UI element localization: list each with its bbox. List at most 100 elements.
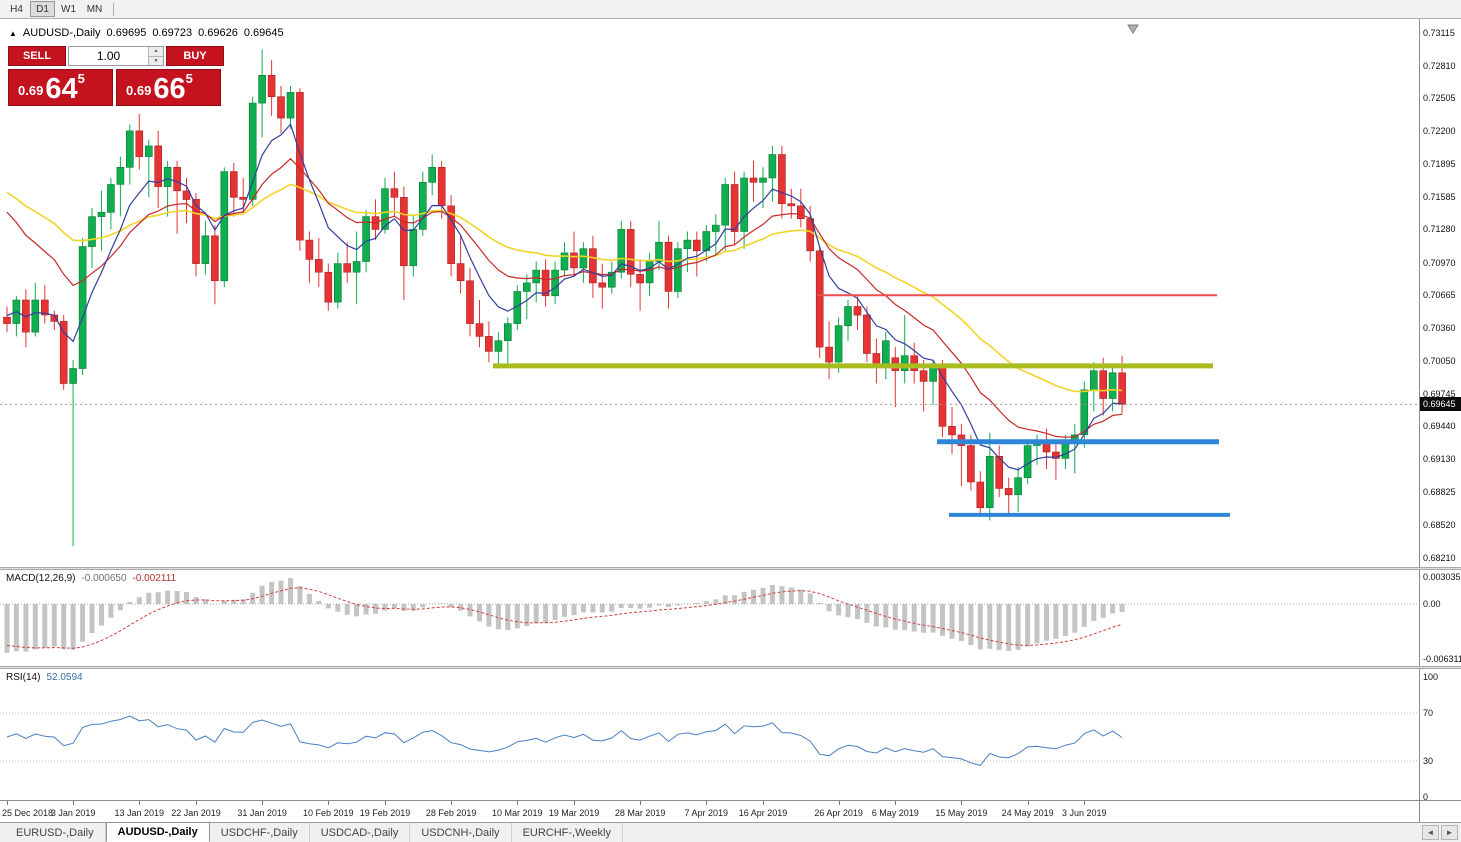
date-axis[interactable]: 25 Dec 2018 3 Jan 2019 13 Jan 2019 22 Jan 2… xyxy=(0,800,1419,822)
rsi-title: RSI(14) 52.0594 xyxy=(6,672,83,683)
buy-price-prefix: 0.69 xyxy=(126,83,152,98)
date-axis-label: 28 Feb 2019 xyxy=(425,808,477,818)
rsi-panel[interactable]: RSI(14) 52.0594 xyxy=(0,669,1419,800)
date-axis-label: 25 Dec 2018 xyxy=(2,808,54,818)
date-tick xyxy=(1027,801,1029,805)
macd-axis-label: 0.00 xyxy=(1423,599,1441,609)
date-tick xyxy=(385,801,386,805)
tab-scroll-left-icon[interactable]: ◄ xyxy=(1422,825,1439,840)
chart-tab-usdchf-daily[interactable]: USDCHF-,Daily xyxy=(210,823,310,842)
sell-button[interactable]: SELL xyxy=(8,46,66,66)
price-axis-label: 0.70970 xyxy=(1423,257,1456,268)
macd-signal-value: -0.002111 xyxy=(132,573,177,584)
date-tick xyxy=(262,801,264,805)
one-click-trading-panel: SELL 1.00 ▲ ▼ BUY 0.69 64 5 0.69 xyxy=(8,46,224,106)
rsi-axis-label: 70 xyxy=(1423,708,1434,718)
volume-value[interactable]: 1.00 xyxy=(96,49,121,63)
chart-close-value: 0.69645 xyxy=(243,27,284,39)
buy-price-pips: 66 xyxy=(153,73,186,105)
sell-price-point: 5 xyxy=(77,71,85,86)
sell-price-pips: 64 xyxy=(45,73,78,105)
panel-divider[interactable] xyxy=(0,567,1461,570)
price-axis-label: 0.72505 xyxy=(1423,93,1456,104)
period-button-mn[interactable]: MN xyxy=(86,3,103,15)
buy-button[interactable]: BUY xyxy=(166,46,224,66)
macd-chart[interactable] xyxy=(0,570,1419,666)
date-axis-label: 19 Feb 2019 xyxy=(359,808,411,818)
candlestick-chart[interactable] xyxy=(0,19,1419,567)
price-axis-label: 0.68520 xyxy=(1423,519,1456,530)
chart-tab-bar: EURUSD-,Daily AUDUSD-,Daily USDCHF-,Daily U… xyxy=(0,822,1461,842)
date-axis-label: 31 Jan 2019 xyxy=(237,808,287,818)
chart-tab-usdcnh-daily[interactable]: USDCNH-,Daily xyxy=(410,823,512,842)
chart-symbol-label: AUDUSD-,Daily xyxy=(22,27,101,39)
date-tick xyxy=(328,801,330,805)
current-price-badge: 0.69645 xyxy=(1420,397,1461,412)
macd-main-value: -0.000650 xyxy=(81,573,127,584)
date-axis-label: 28 Mar 2019 xyxy=(614,808,666,818)
chart-tab-usdcad-daily[interactable]: USDCAD-,Daily xyxy=(310,823,411,842)
chart-tab-audusd-daily[interactable]: AUDUSD-,Daily xyxy=(105,822,210,842)
date-tick xyxy=(961,801,963,805)
date-axis-label: 15 May 2019 xyxy=(935,808,988,818)
date-axis-label: 10 Mar 2019 xyxy=(492,808,543,818)
rsi-axis[interactable]: 100 70 30 0 xyxy=(1419,669,1461,800)
date-axis-label: 24 May 2019 xyxy=(1001,808,1054,818)
volume-input[interactable]: 1.00 ▲ ▼ xyxy=(68,46,164,66)
macd-axis-label: -0.006311 xyxy=(1423,654,1461,665)
chart-header: ▲ AUDUSD-,Daily 0.69695 0.69723 0.69626 … xyxy=(9,27,284,39)
date-tick xyxy=(139,801,141,805)
chart-open-value: 0.69695 xyxy=(106,27,147,39)
period-button-h4[interactable]: H4 xyxy=(10,3,23,15)
period-button-w1[interactable]: W1 xyxy=(61,3,76,15)
rsi-axis-label: 100 xyxy=(1423,672,1439,682)
macd-panel[interactable]: MACD(12,26,9) -0.000650 -0.002111 xyxy=(0,570,1419,666)
date-tick xyxy=(640,801,642,805)
volume-down-icon[interactable]: ▼ xyxy=(149,55,163,65)
chart-high-value: 0.69723 xyxy=(152,27,193,39)
date-axis-label: 10 Feb 2019 xyxy=(303,808,354,818)
period-toolbar: H4 D1 W1 MN xyxy=(0,0,1461,19)
macd-axis-label: 0.003035 xyxy=(1423,572,1461,583)
date-tick xyxy=(706,801,708,805)
date-axis-label: 22 Jan 2019 xyxy=(171,808,221,818)
tab-scroll-right-icon[interactable]: ► xyxy=(1441,825,1458,840)
chart-low-value: 0.69626 xyxy=(198,27,238,39)
sell-price-button[interactable]: 0.69 64 5 xyxy=(8,69,113,106)
price-axis-label: 0.71585 xyxy=(1423,191,1456,202)
date-axis-label: 16 Apr 2019 xyxy=(738,808,788,818)
date-tick xyxy=(73,801,75,805)
date-tick xyxy=(517,801,519,805)
price-axis-label: 0.72200 xyxy=(1423,125,1456,136)
price-axis-label: 0.72810 xyxy=(1423,60,1456,71)
price-axis[interactable]: 0.69645 0.73115 0.72810 0.72505 0.72200 0.71… xyxy=(1419,19,1461,567)
chart-tab-eurchf-weekly[interactable]: EURCHF-,Weekly xyxy=(512,823,623,842)
volume-stepper: ▲ ▼ xyxy=(148,47,163,65)
price-axis-label: 0.71895 xyxy=(1423,158,1456,169)
rsi-name: RSI(14) xyxy=(6,672,41,683)
date-axis-label: 26 Apr 2019 xyxy=(814,808,863,818)
date-axis-label: 13 Jan 2019 xyxy=(114,808,165,818)
chart-tab-eurusd-daily[interactable]: EURUSD-,Daily xyxy=(5,823,106,842)
price-axis-label: 0.73115 xyxy=(1423,28,1455,39)
rsi-axis-label: 30 xyxy=(1423,756,1434,766)
macd-axis[interactable]: 0.003035 0.00 -0.006311 xyxy=(1419,570,1461,666)
date-axis-label: 3 Jan 2019 xyxy=(50,808,96,818)
price-axis-label: 0.71280 xyxy=(1423,224,1456,235)
axis-corner xyxy=(1419,800,1461,822)
rsi-chart[interactable] xyxy=(0,669,1419,800)
panel-divider[interactable] xyxy=(0,666,1461,669)
main-chart-panel[interactable]: ▲ AUDUSD-,Daily 0.69695 0.69723 0.69626 … xyxy=(0,19,1419,567)
macd-title: MACD(12,26,9) -0.000650 -0.002111 xyxy=(6,573,176,584)
sell-price-prefix: 0.69 xyxy=(18,83,44,98)
period-button-d1[interactable]: D1 xyxy=(30,1,55,17)
date-tick xyxy=(196,801,197,805)
date-tick xyxy=(451,801,453,805)
collapse-trade-panel-icon[interactable]: ▲ xyxy=(9,29,17,38)
buy-price-button[interactable]: 0.69 66 5 xyxy=(116,69,221,106)
price-axis-label: 0.69440 xyxy=(1423,421,1456,432)
tab-scroll-arrows: ◄ ► xyxy=(1420,825,1458,842)
macd-name: MACD(12,26,9) xyxy=(6,573,76,584)
volume-up-icon[interactable]: ▲ xyxy=(149,47,163,56)
price-axis-label: 0.69130 xyxy=(1423,454,1456,465)
